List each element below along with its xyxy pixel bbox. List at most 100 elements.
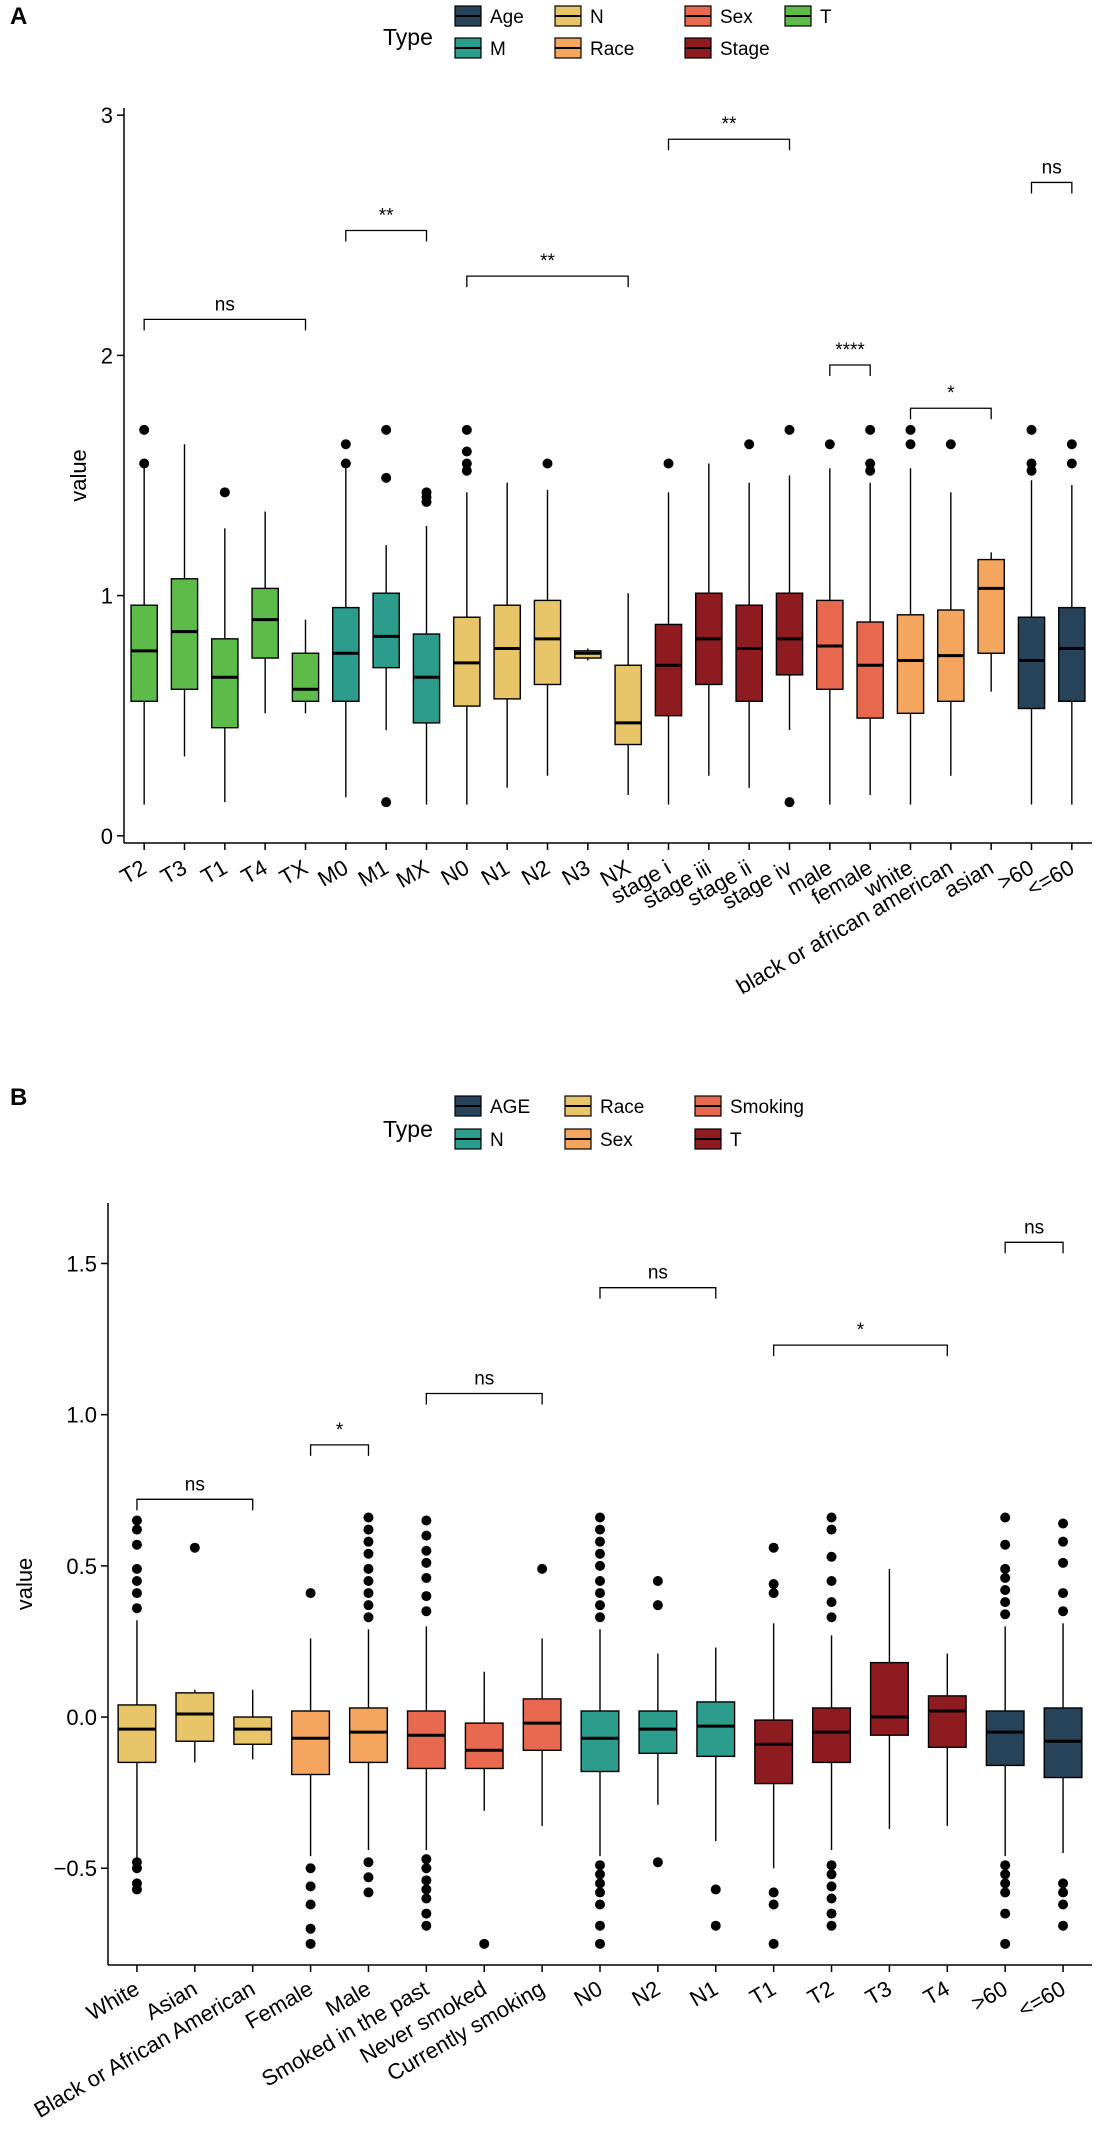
outlier-point — [363, 1887, 374, 1898]
panel-b-y-tick-label: −0.5 — [54, 1856, 97, 1881]
outlier-point — [340, 458, 351, 469]
outlier-point — [1026, 458, 1037, 469]
panel-b-legend-label-smoking: Smoking — [730, 1097, 804, 1118]
panel-a-significance-label: ns — [215, 294, 235, 315]
outlier-point — [826, 1893, 837, 1904]
panel-a-x-tick-label: MX — [392, 855, 433, 893]
outlier-point — [710, 1884, 721, 1895]
outlier-point — [826, 1881, 837, 1892]
panel-b-legend-label-t: T — [730, 1130, 742, 1151]
outlier-point — [131, 1515, 142, 1526]
panel-b-legend-title: Type — [383, 1116, 433, 1142]
outlier-point — [1058, 1899, 1069, 1910]
outlier-point — [421, 1908, 432, 1919]
outlier-point — [421, 1591, 432, 1602]
outlier-point — [421, 1530, 432, 1541]
panel-b-legend-label-n: N — [490, 1130, 504, 1151]
panel-a-box-n0 — [453, 424, 481, 805]
outlier-point — [784, 797, 795, 808]
outlier-point — [139, 458, 150, 469]
outlier-point — [1058, 1920, 1069, 1931]
outlier-point — [826, 1524, 837, 1535]
panel-b-box-t4 — [927, 1653, 967, 1826]
outlier-point — [305, 1899, 316, 1910]
outlier-point — [363, 1600, 374, 1611]
panel-b-box--60 — [1043, 1518, 1083, 1931]
outlier-point — [1026, 424, 1037, 435]
outlier-point — [340, 439, 351, 450]
box-body — [251, 587, 279, 659]
panel-b-x-tick-label: N2 — [628, 1976, 665, 2012]
panel-b-box--60 — [985, 1512, 1025, 1949]
panel-a-x-tick-label: M0 — [313, 855, 352, 892]
outlier-point — [1000, 1869, 1011, 1880]
panel-a-box-mx — [412, 487, 441, 805]
outlier-point — [1066, 458, 1077, 469]
panel-b-significance-label: * — [336, 1420, 344, 1441]
outlier-point — [595, 1920, 605, 1931]
outlier-point — [131, 1588, 142, 1599]
panel-a-legend-label-sex: Sex — [720, 7, 753, 28]
panel-a-x-tick-label: M1 — [354, 855, 393, 892]
outlier-point — [595, 1899, 605, 1910]
bracket-line — [829, 364, 871, 377]
outlier-point — [595, 1536, 605, 1547]
panel-b-x-tick-label: T2 — [803, 1976, 838, 2010]
box-body — [1043, 1707, 1083, 1779]
panel-b-significance-bracket — [599, 1287, 717, 1299]
box-body — [1017, 616, 1046, 710]
panel-a-box-m1 — [372, 424, 400, 808]
outlier-point — [363, 1872, 374, 1883]
panel-a-significance-bracket — [909, 407, 992, 420]
outlier-point — [595, 1512, 605, 1523]
outlier-point — [131, 1575, 142, 1586]
panel-b-significance-bracket — [425, 1392, 543, 1405]
outlier-point — [826, 1551, 837, 1562]
box-body — [927, 1695, 967, 1748]
panel-b-box-n1 — [696, 1647, 736, 1931]
box-body — [291, 1710, 331, 1776]
panel-b-x-tick-label: >60 — [967, 1976, 1012, 2016]
bracket-line — [425, 1392, 543, 1405]
outlier-point — [381, 797, 392, 808]
panel-a-box-tx — [291, 619, 320, 714]
panel-b-label: B — [10, 1084, 27, 1111]
outlier-point — [595, 1887, 605, 1898]
outlier-point — [826, 1860, 837, 1871]
panel-b-box-smoked-in-the-past — [406, 1515, 446, 1931]
panel-a-x-tick-label: T3 — [156, 855, 191, 889]
panel-b-legend-label-age: AGE — [490, 1097, 530, 1118]
panel-b-significance-label: ns — [474, 1369, 494, 1390]
panel-b-box-female — [291, 1588, 331, 1949]
box-body — [291, 652, 320, 702]
panel-b-legend-label-sex: Sex — [600, 1130, 633, 1151]
outlier-point — [421, 1884, 432, 1895]
box-body — [896, 614, 925, 714]
outlier-point — [784, 424, 795, 435]
panel-a-significance-label: * — [947, 383, 955, 404]
outlier-point — [945, 439, 956, 450]
panel-b-significance-label: ns — [1024, 1217, 1044, 1238]
outlier-point — [131, 1857, 142, 1868]
panel-a-box-t1 — [211, 487, 239, 803]
outlier-point — [595, 1869, 605, 1880]
outlier-point — [1058, 1557, 1069, 1568]
outlier-point — [421, 1572, 432, 1583]
panel-a-significance-bracket — [829, 364, 871, 377]
box-body — [1058, 606, 1086, 702]
bracket-line — [309, 1444, 370, 1456]
outlier-point — [768, 1938, 779, 1949]
panel-b-significance-bracket — [309, 1444, 370, 1456]
bracket-line — [1030, 181, 1073, 194]
outlier-point — [1000, 1539, 1011, 1550]
outlier-point — [363, 1563, 374, 1574]
box-body — [614, 664, 642, 746]
bracket-line — [909, 407, 992, 420]
outlier-point — [479, 1938, 490, 1949]
outlier-point — [305, 1863, 316, 1874]
panel-b-box-t1 — [754, 1542, 794, 1949]
panel-a-label: A — [10, 3, 27, 30]
panel-b-box-t3 — [869, 1568, 909, 1829]
panel-a-significance-bracket — [466, 275, 629, 288]
